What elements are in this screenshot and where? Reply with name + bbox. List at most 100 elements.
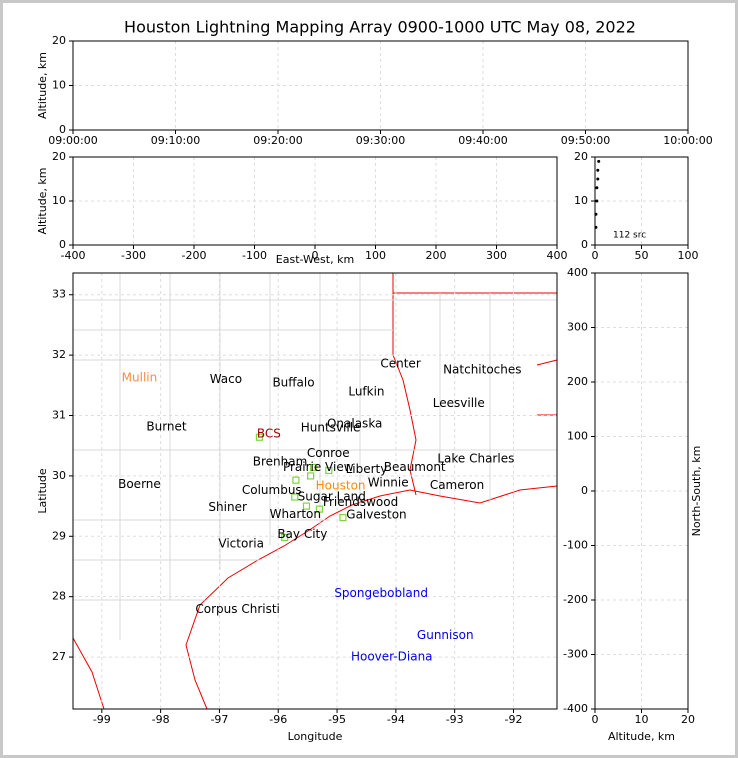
- x-tick-label: 100: [678, 249, 699, 262]
- x-tick-label: 400: [547, 249, 568, 262]
- x-tick-label: -95: [328, 713, 346, 726]
- city-label: Spongebobland: [334, 586, 428, 600]
- y-tick-label: 0: [581, 484, 588, 497]
- y-tick-label: 29: [52, 529, 66, 542]
- y-tick-label: 33: [52, 288, 66, 301]
- station: [325, 466, 333, 475]
- x-tick-label: 09:50:00: [561, 134, 610, 147]
- y-axis-label: Altitude, km: [36, 52, 49, 119]
- x-tick-label: 10: [635, 713, 649, 726]
- y-axis-label: Altitude, km: [36, 167, 49, 234]
- plot-frame: [72, 272, 558, 710]
- city-label: Burnet: [146, 419, 187, 433]
- y-axis-label: North-South, km: [690, 446, 703, 537]
- city-label: Conroe: [307, 446, 350, 460]
- x-tick-label: -97: [210, 713, 228, 726]
- city-label: Columbus: [242, 483, 302, 497]
- y-tick-label: 32: [52, 348, 66, 361]
- source-count: [594, 212, 598, 216]
- x-tick-label: -200: [182, 249, 207, 262]
- coastline: [185, 485, 558, 710]
- y-tick-label: -400: [563, 702, 588, 715]
- x-tick-label: -94: [387, 713, 405, 726]
- y-tick-label: 28: [52, 590, 66, 603]
- source-count: [595, 186, 599, 190]
- annotation: 112 src: [613, 231, 646, 241]
- x-tick-label: -96: [269, 713, 287, 726]
- x-tick-label: 09:40:00: [458, 134, 507, 147]
- y-tick-label: 0: [581, 238, 588, 251]
- plot-frame: [72, 40, 689, 131]
- y-tick-label: 100: [567, 430, 588, 443]
- station: [315, 505, 324, 513]
- plot-frame: [594, 156, 689, 246]
- x-tick-label: -300: [121, 249, 146, 262]
- y-tick-label: 400: [567, 266, 588, 279]
- station: [281, 533, 289, 542]
- station: [255, 433, 264, 441]
- x-tick-label: 09:10:00: [151, 134, 200, 147]
- city-label: Sugar Land: [298, 490, 366, 504]
- x-axis-label: East-West, km: [276, 253, 354, 266]
- city-label: Corpus Christi: [195, 602, 280, 616]
- state-border: [536, 359, 558, 416]
- panel: 0 10 20 -400 -300 -200 -100 0 100 200 300 400 Altitu…: [563, 266, 703, 743]
- x-tick-label: 200: [426, 249, 447, 262]
- source-count: [594, 225, 598, 229]
- y-tick-label: 10: [52, 79, 66, 92]
- x-tick-label: 09:00:00: [48, 134, 97, 147]
- y-tick-label: 10: [52, 194, 66, 207]
- x-tick-label: 20: [681, 713, 695, 726]
- city-label: Winnie: [368, 476, 409, 490]
- city-label: Waco: [210, 372, 242, 386]
- city-label: Boerne: [118, 477, 161, 491]
- y-tick-label: 31: [52, 409, 66, 422]
- source-count: [595, 199, 599, 203]
- chart-title: Houston Lightning Mapping Array 0900-100…: [124, 18, 636, 37]
- x-axis-label: Altitude, km: [608, 730, 675, 743]
- city-label: Leesville: [433, 396, 485, 410]
- y-tick-label: 20: [574, 150, 588, 163]
- county-lines: [73, 273, 557, 640]
- city-label: Beaumont: [384, 460, 446, 474]
- border: [72, 637, 105, 710]
- y-tick-label: 10: [574, 194, 588, 207]
- x-axis-label: Longitude: [288, 730, 343, 743]
- plot-frame: [594, 272, 689, 710]
- source-count: [597, 159, 601, 163]
- x-tick-label: -98: [152, 713, 170, 726]
- city-label: Lake Charles: [437, 451, 514, 465]
- x-tick-label: 09:30:00: [356, 134, 405, 147]
- station: [309, 463, 318, 472]
- y-tick-label: 200: [567, 375, 588, 388]
- plot-frame: [72, 156, 558, 246]
- x-tick-label: -93: [446, 713, 464, 726]
- station: [339, 513, 347, 522]
- station: [291, 493, 299, 501]
- station: [292, 476, 300, 484]
- city-label: Friendswood: [323, 495, 398, 509]
- x-tick-label: 50: [635, 249, 649, 262]
- city-label: Brenham: [253, 455, 308, 469]
- source-count: [596, 168, 600, 172]
- city-label: Wharton: [270, 507, 321, 521]
- y-tick-label: -100: [563, 539, 588, 552]
- y-tick-label: 20: [52, 150, 66, 163]
- city-label: Center: [380, 357, 420, 371]
- city-label: Huntsville: [301, 421, 361, 435]
- x-tick-label: 0: [592, 713, 599, 726]
- x-tick-label: 0: [592, 249, 599, 262]
- panel: 0 50 100 0 10 20 112 src: [574, 150, 699, 262]
- city-label: Onalaska: [327, 416, 382, 430]
- city-label: Houston: [316, 479, 366, 493]
- y-tick-label: 300: [567, 321, 588, 334]
- y-tick-label: 30: [52, 469, 66, 482]
- x-tick-label: -400: [61, 249, 86, 262]
- city-label: Liberty: [346, 462, 388, 476]
- city-label: Buffalo: [272, 375, 314, 389]
- city-label: Gunnison: [417, 628, 474, 642]
- y-tick-label: -300: [563, 648, 588, 661]
- panel: -99 -98 -97 -96 -95 -94 -93 -92 27 28 29 30 31 32 33 Lo…: [36, 272, 558, 743]
- city-label: Natchitoches: [443, 363, 521, 377]
